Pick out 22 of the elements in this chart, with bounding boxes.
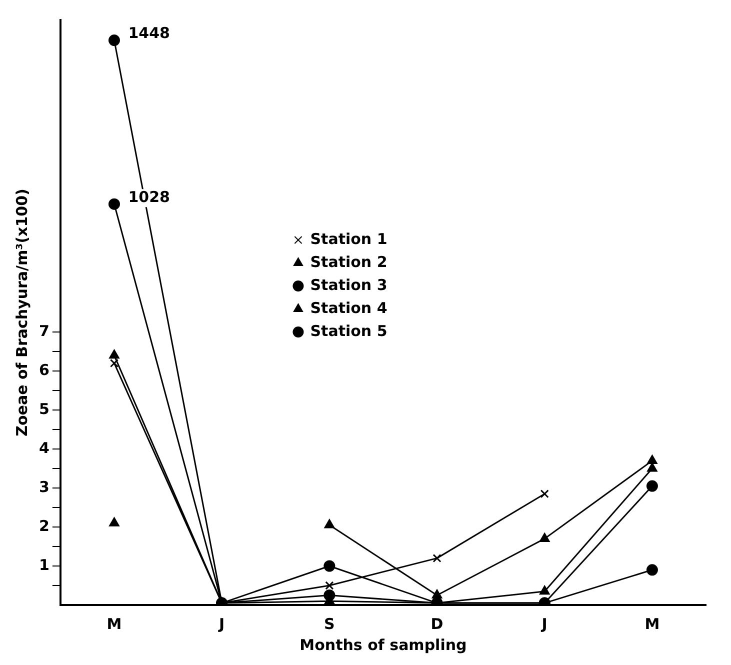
annotation: 1448	[128, 24, 170, 42]
legend-label: Station 4	[310, 298, 388, 317]
y-tick-label: 2	[39, 516, 50, 535]
y-tick-label: 3	[39, 478, 50, 496]
y-tick-label: 4	[39, 438, 50, 457]
x-axis-title: Months of sampling	[300, 636, 467, 654]
legend-label: Station 2	[310, 252, 388, 271]
x-tick-label: M	[106, 614, 122, 633]
y-tick-label: 6	[39, 360, 50, 379]
annotation: 1028	[128, 188, 170, 206]
y-tick-label: 7	[39, 322, 50, 340]
x-tick-label: D	[430, 614, 444, 633]
legend-label: Station 3	[310, 276, 388, 294]
legend-label: Station 5	[310, 322, 388, 340]
x-tick-label: S	[324, 614, 335, 633]
x-tick-label: J	[540, 614, 548, 633]
x-tick-label: J	[218, 614, 225, 633]
y-tick-label: 1	[39, 556, 50, 574]
y-axis-title: Zoeae of Brachyura/m³(x100)	[12, 188, 31, 436]
legend-label: Station 1	[310, 230, 388, 248]
x-tick-label: M	[644, 614, 660, 633]
y-tick-label: 5	[39, 400, 50, 418]
